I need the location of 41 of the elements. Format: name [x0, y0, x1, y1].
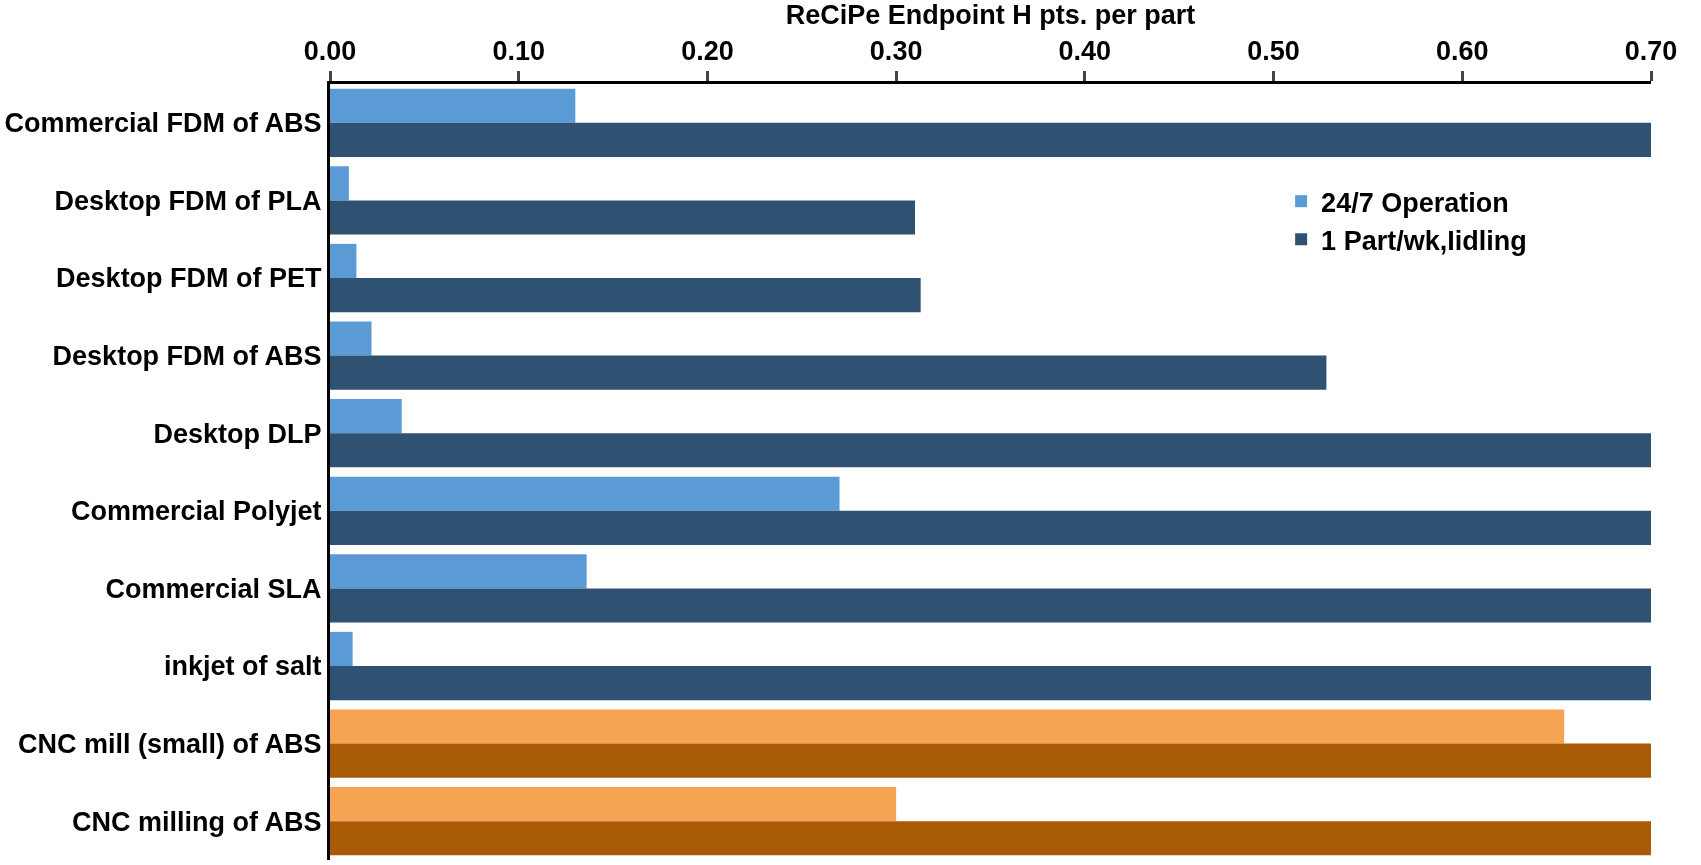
bar	[330, 709, 1565, 744]
y-tick-label: inkjet of salt	[164, 651, 322, 682]
y-tick-label: Desktop FDM of PET	[56, 263, 323, 294]
x-tick-label: 0.50	[1247, 36, 1300, 67]
y-tick-label: CNC mill (small) of ABS	[18, 729, 322, 760]
bar	[330, 666, 1651, 701]
bar	[330, 476, 840, 511]
bar	[330, 554, 587, 589]
bar	[330, 787, 897, 822]
y-tick-label: Desktop FDM of PLA	[54, 185, 322, 216]
x-tick-label: 0.10	[492, 36, 545, 67]
y-tick-label: Commercial SLA	[105, 573, 322, 604]
bar	[330, 122, 1651, 157]
y-tick-label: CNC milling of ABS	[72, 806, 322, 837]
legend-label: 1 Part/wk,Iidling	[1321, 225, 1527, 256]
bar	[330, 399, 402, 434]
y-tick-label: Desktop FDM of ABS	[52, 341, 322, 372]
bar	[330, 821, 1651, 856]
x-tick-label: 0.40	[1058, 36, 1112, 67]
y-tick-label: Commercial Polyjet	[71, 496, 322, 527]
bar	[330, 510, 1651, 545]
x-tick-label: 0.00	[303, 36, 357, 67]
x-tick-label: 0.20	[681, 36, 734, 67]
y-tick-label: Desktop DLP	[153, 418, 322, 449]
y-tick-label: Commercial FDM of ABS	[4, 108, 322, 139]
x-tick-label: 0.70	[1624, 36, 1678, 67]
bar	[330, 88, 576, 123]
x-axis-title: ReCiPe Endpoint H pts. per part	[785, 0, 1196, 30]
bar	[330, 433, 1651, 468]
bar	[330, 631, 353, 666]
bar	[330, 166, 349, 201]
legend-label: 24/7 Operation	[1321, 187, 1509, 218]
bar	[330, 243, 357, 278]
x-tick-label: 0.30	[869, 36, 923, 67]
bar	[330, 588, 1651, 623]
bar	[330, 743, 1651, 778]
bar	[330, 278, 921, 313]
bar	[330, 200, 916, 235]
x-tick-label: 0.60	[1436, 36, 1489, 67]
bar	[330, 321, 372, 356]
bar	[330, 355, 1327, 390]
